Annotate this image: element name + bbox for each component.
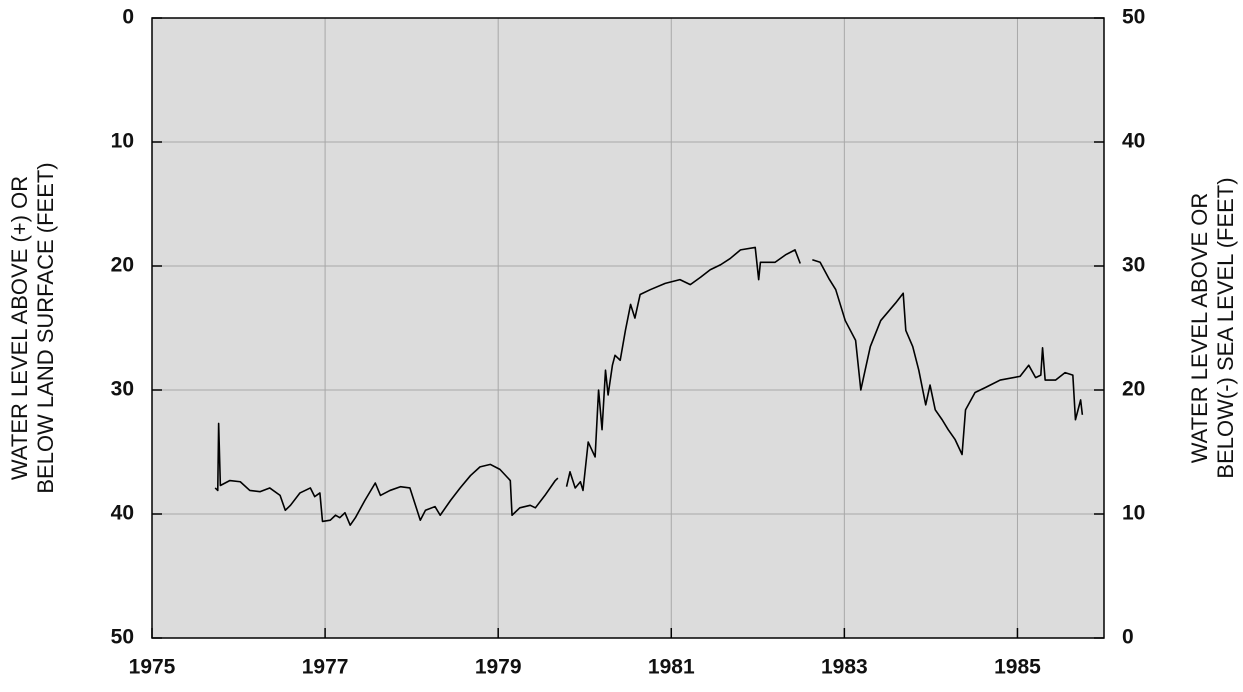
y2-tick-label: 10 bbox=[1122, 502, 1145, 525]
y2-tick-label: 20 bbox=[1122, 378, 1145, 401]
x-tick-label: 1985 bbox=[994, 656, 1041, 679]
x-tick-label: 1977 bbox=[302, 656, 349, 679]
x-tick-label: 1975 bbox=[129, 656, 176, 679]
y-axis-title-line: BELOW LAND SURFACE (FEET) bbox=[33, 162, 58, 493]
y-tick-label: 30 bbox=[111, 378, 134, 401]
y-tick-label: 40 bbox=[111, 502, 134, 525]
x-tick-label: 1981 bbox=[648, 656, 695, 679]
y-axis-title-line: WATER LEVEL ABOVE (+) OR bbox=[7, 176, 32, 480]
y2-axis-title-line: BELOW(-) SEA LEVEL (FEET) bbox=[1213, 177, 1238, 478]
y-tick-label: 20 bbox=[111, 254, 134, 277]
y2-tick-label: 30 bbox=[1122, 254, 1145, 277]
x-tick-label: 1983 bbox=[821, 656, 868, 679]
y-tick-label: 10 bbox=[111, 130, 134, 153]
y2-axis-title: WATER LEVEL ABOVE OR BELOW(-) SEA LEVEL (… bbox=[1187, 177, 1238, 478]
plot-frame bbox=[151, 17, 1105, 639]
water-level-line bbox=[214, 246, 1084, 526]
y2-tick-label: 40 bbox=[1122, 130, 1145, 153]
plot-area bbox=[152, 18, 1104, 638]
x-tick-label: 1979 bbox=[475, 656, 522, 679]
y-axis-title: WATER LEVEL ABOVE (+) OR BELOW LAND SURFA… bbox=[7, 162, 58, 493]
y-tick-label: 0 bbox=[122, 6, 134, 29]
y2-tick-label: 0 bbox=[1122, 626, 1134, 649]
y2-tick-label: 50 bbox=[1122, 6, 1145, 29]
y-tick-label: 50 bbox=[111, 626, 134, 649]
y2-axis-title-line: WATER LEVEL ABOVE OR bbox=[1187, 193, 1212, 464]
